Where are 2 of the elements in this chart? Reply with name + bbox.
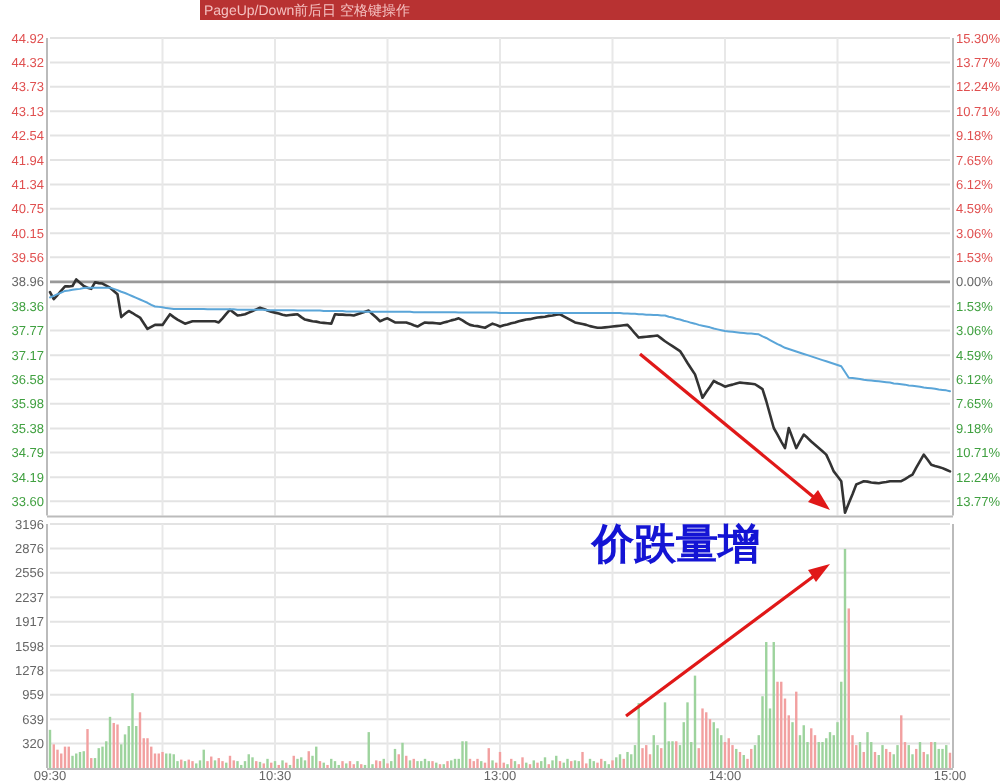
annotation: 价跌量增 — [590, 520, 760, 568]
line-series — [49, 286, 951, 393]
